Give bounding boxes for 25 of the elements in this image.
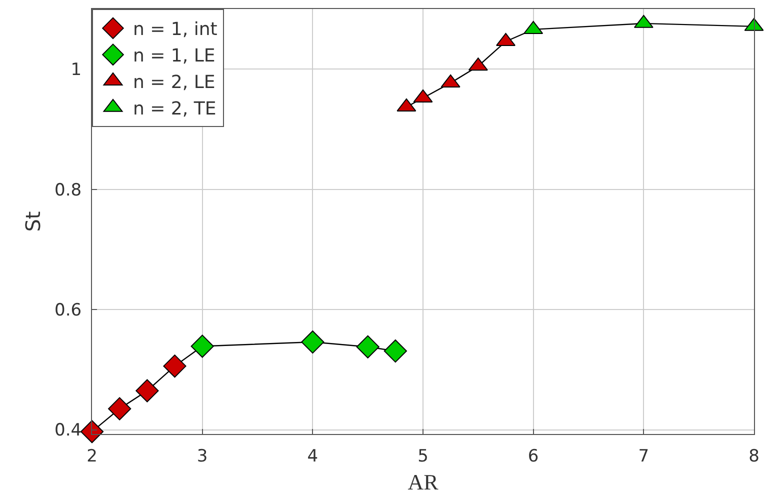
point — [136, 379, 159, 402]
point — [163, 354, 186, 378]
point — [356, 335, 380, 358]
y-tick-label: 0.6 — [54, 300, 82, 321]
point — [80, 420, 104, 444]
x-tick-label: 7 — [638, 446, 650, 466]
point — [384, 339, 407, 363]
legend-label: n = 1, int — [133, 19, 218, 40]
point — [108, 397, 132, 420]
y-tick-label: 0.4 — [54, 420, 82, 441]
y-axis-title: St — [21, 211, 46, 232]
x-tick-label: 2 — [86, 446, 98, 466]
legend-label: n = 2, TE — [133, 98, 216, 120]
x-tick-label: 4 — [307, 446, 318, 466]
point — [190, 334, 214, 358]
x-axis-title: AR — [408, 469, 439, 494]
legend-label: n = 1, LE — [133, 46, 216, 67]
x-tick-label: 8 — [748, 446, 760, 466]
point — [301, 330, 324, 354]
y-tick-label: 0.8 — [54, 180, 82, 200]
legend-label: n = 2, LE — [133, 72, 216, 94]
x-tick-label: 5 — [418, 446, 428, 466]
x-tick-label: 6 — [528, 446, 539, 466]
x-tick-label: 3 — [196, 446, 208, 466]
y-tick-label: 1 — [70, 60, 82, 80]
